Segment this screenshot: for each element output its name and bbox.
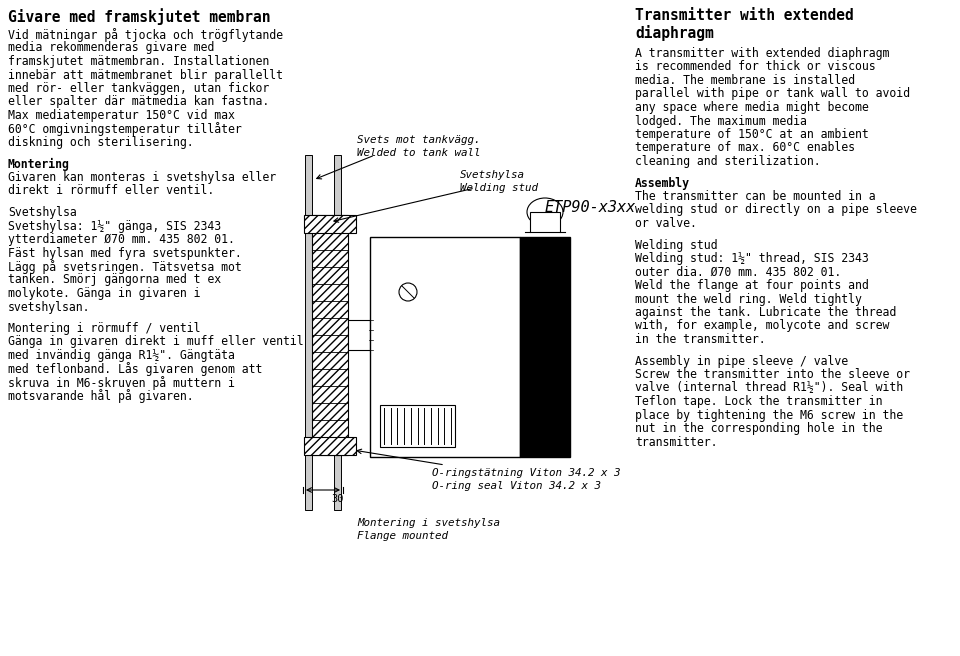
Text: Svetshylsa: Svetshylsa <box>8 206 77 219</box>
Text: outer dia. Ø70 mm. 435 802 01.: outer dia. Ø70 mm. 435 802 01. <box>635 266 841 279</box>
Text: Screw the transmitter into the sleeve or: Screw the transmitter into the sleeve or <box>635 368 910 381</box>
Bar <box>312 215 348 455</box>
Text: Svets mot tankvägg.: Svets mot tankvägg. <box>357 135 481 145</box>
Text: diaphragm: diaphragm <box>635 25 713 41</box>
Text: med rör- eller tankväggen, utan fickor: med rör- eller tankväggen, utan fickor <box>8 82 269 95</box>
Text: Transmitter with extended: Transmitter with extended <box>635 8 853 23</box>
Bar <box>304 437 356 455</box>
Bar <box>380 405 455 447</box>
Text: Lägg på svetsringen. Tätsvetsa mot: Lägg på svetsringen. Tätsvetsa mot <box>8 260 242 274</box>
Bar <box>370 237 520 457</box>
Text: is recommended for thick or viscous: is recommended for thick or viscous <box>635 60 876 73</box>
Text: tanken. Smörj gängorna med t ex: tanken. Smörj gängorna med t ex <box>8 274 221 287</box>
Text: media rekommenderas givare med: media rekommenderas givare med <box>8 41 214 54</box>
Text: med invändig gänga R1½". Gängtäta: med invändig gänga R1½". Gängtäta <box>8 349 235 362</box>
Text: svetshylsan.: svetshylsan. <box>8 300 90 314</box>
Text: med teflonband. Lås givaren genom att: med teflonband. Lås givaren genom att <box>8 363 262 377</box>
Text: Fäst hylsan med fyra svetspunkter.: Fäst hylsan med fyra svetspunkter. <box>8 247 242 260</box>
Text: direkt i rörmuff eller ventil.: direkt i rörmuff eller ventil. <box>8 184 214 197</box>
Text: molykote. Gänga in givaren i: molykote. Gänga in givaren i <box>8 287 201 300</box>
Text: Givare med framskjutet membran: Givare med framskjutet membran <box>8 8 271 25</box>
Text: 30: 30 <box>331 494 344 504</box>
Text: Weld the flange at four points and: Weld the flange at four points and <box>635 279 869 292</box>
Bar <box>520 237 570 457</box>
Text: lodged. The maximum media: lodged. The maximum media <box>635 115 806 127</box>
Text: Assembly: Assembly <box>635 176 690 190</box>
Text: 60°C omgivningstemperatur tillåter: 60°C omgivningstemperatur tillåter <box>8 123 242 136</box>
Text: ETP90-x3xx: ETP90-x3xx <box>545 200 636 215</box>
Text: Montering: Montering <box>8 157 70 171</box>
Text: against the tank. Lubricate the thread: against the tank. Lubricate the thread <box>635 306 897 319</box>
Text: Vid mätningar på tjocka och trögflytande: Vid mätningar på tjocka och trögflytande <box>8 28 283 42</box>
Text: mount the weld ring. Weld tightly: mount the weld ring. Weld tightly <box>635 293 862 306</box>
Text: Welding stud: 1½" thread, SIS 2343: Welding stud: 1½" thread, SIS 2343 <box>635 252 869 265</box>
Bar <box>530 212 560 232</box>
Text: diskning och sterilisering.: diskning och sterilisering. <box>8 136 194 149</box>
Text: skruva in M6-skruven på muttern i: skruva in M6-skruven på muttern i <box>8 376 235 390</box>
Text: in the transmitter.: in the transmitter. <box>635 333 766 346</box>
Bar <box>305 155 312 510</box>
Text: welding stud or directly on a pipe sleeve: welding stud or directly on a pipe sleev… <box>635 203 917 216</box>
Text: Max mediatemperatur 150°C vid max: Max mediatemperatur 150°C vid max <box>8 109 235 122</box>
Bar <box>348 320 370 350</box>
Bar <box>304 215 356 233</box>
Text: Gänga in givaren direkt i muff eller ventil: Gänga in givaren direkt i muff eller ven… <box>8 335 303 348</box>
Text: temperature of 150°C at an ambient: temperature of 150°C at an ambient <box>635 128 869 141</box>
Text: O-ringstätning Viton 34.2 x 3: O-ringstätning Viton 34.2 x 3 <box>432 468 620 478</box>
Text: Montering i svetshylsa: Montering i svetshylsa <box>357 518 500 528</box>
Text: parallel with pipe or tank wall to avoid: parallel with pipe or tank wall to avoid <box>635 87 910 100</box>
Text: innebär att mätmembranet blir parallellt: innebär att mätmembranet blir parallellt <box>8 68 283 81</box>
Text: Svetshylsa: Svetshylsa <box>460 170 525 180</box>
Text: Montering i rörmuff / ventil: Montering i rörmuff / ventil <box>8 322 201 335</box>
Text: motsvarande hål på givaren.: motsvarande hål på givaren. <box>8 390 194 403</box>
Text: Welding stud: Welding stud <box>460 183 538 193</box>
Text: any space where media might become: any space where media might become <box>635 101 869 114</box>
Text: valve (internal thread R1½"). Seal with: valve (internal thread R1½"). Seal with <box>635 382 903 394</box>
Text: Givaren kan monteras i svetshylsa eller: Givaren kan monteras i svetshylsa eller <box>8 171 276 184</box>
Text: or valve.: or valve. <box>635 217 697 230</box>
Text: place by tightening the M6 screw in the: place by tightening the M6 screw in the <box>635 409 903 422</box>
Text: eller spalter där mätmedia kan fastna.: eller spalter där mätmedia kan fastna. <box>8 96 269 108</box>
Text: A transmitter with extended diaphragm: A transmitter with extended diaphragm <box>635 47 889 60</box>
Text: O-ring seal Viton 34.2 x 3: O-ring seal Viton 34.2 x 3 <box>432 481 601 491</box>
Text: Teflon tape. Lock the transmitter in: Teflon tape. Lock the transmitter in <box>635 395 882 408</box>
Text: The transmitter can be mounted in a: The transmitter can be mounted in a <box>635 190 876 203</box>
Text: Welding stud: Welding stud <box>635 239 717 251</box>
Ellipse shape <box>527 198 563 226</box>
Text: framskjutet mätmembran. Installationen: framskjutet mätmembran. Installationen <box>8 55 269 68</box>
Text: transmitter.: transmitter. <box>635 436 717 449</box>
Text: Flange mounted: Flange mounted <box>357 531 448 541</box>
Bar <box>334 155 341 510</box>
Text: ytterdiameter Ø70 mm. 435 802 01.: ytterdiameter Ø70 mm. 435 802 01. <box>8 233 235 246</box>
Text: temperature of max. 60°C enables: temperature of max. 60°C enables <box>635 142 855 155</box>
Text: Welded to tank wall: Welded to tank wall <box>357 148 481 158</box>
Text: cleaning and sterilization.: cleaning and sterilization. <box>635 155 821 168</box>
Text: nut in the corresponding hole in the: nut in the corresponding hole in the <box>635 422 882 435</box>
Text: Assembly in pipe sleeve / valve: Assembly in pipe sleeve / valve <box>635 354 848 367</box>
Text: Svetshylsa: 1½" gänga, SIS 2343: Svetshylsa: 1½" gänga, SIS 2343 <box>8 220 221 232</box>
Text: with, for example, molycote and screw: with, for example, molycote and screw <box>635 319 889 333</box>
Text: media. The membrane is installed: media. The membrane is installed <box>635 74 855 87</box>
